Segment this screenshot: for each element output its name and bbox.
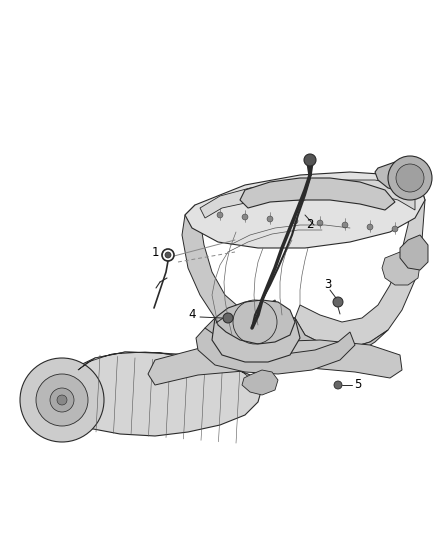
Circle shape	[292, 218, 298, 224]
Polygon shape	[205, 315, 388, 368]
Polygon shape	[148, 340, 402, 385]
Circle shape	[388, 156, 432, 200]
Circle shape	[392, 226, 398, 232]
Polygon shape	[375, 162, 428, 192]
Text: 1: 1	[151, 246, 159, 259]
Circle shape	[217, 212, 223, 218]
Circle shape	[267, 216, 273, 222]
Text: 4: 4	[188, 309, 196, 321]
Polygon shape	[382, 252, 420, 285]
Circle shape	[333, 297, 343, 307]
Text: 3: 3	[324, 279, 332, 292]
Polygon shape	[240, 178, 395, 210]
Circle shape	[36, 374, 88, 426]
Polygon shape	[200, 185, 305, 218]
Polygon shape	[215, 300, 295, 344]
Polygon shape	[50, 352, 262, 436]
Circle shape	[396, 164, 424, 192]
Circle shape	[57, 395, 67, 405]
Circle shape	[165, 252, 171, 258]
Polygon shape	[305, 180, 415, 210]
Circle shape	[50, 388, 74, 412]
Circle shape	[242, 214, 248, 220]
Circle shape	[342, 222, 348, 228]
Circle shape	[317, 220, 323, 226]
Polygon shape	[185, 172, 425, 248]
Polygon shape	[182, 205, 282, 338]
Polygon shape	[196, 328, 355, 374]
Polygon shape	[212, 318, 300, 362]
Polygon shape	[78, 352, 262, 388]
Circle shape	[334, 381, 342, 389]
Circle shape	[20, 358, 104, 442]
Polygon shape	[295, 185, 425, 348]
Text: 5: 5	[354, 378, 362, 392]
Polygon shape	[400, 235, 428, 270]
Circle shape	[223, 313, 233, 323]
Circle shape	[367, 224, 373, 230]
Text: 2: 2	[306, 219, 314, 231]
Polygon shape	[242, 370, 278, 395]
Circle shape	[304, 154, 316, 166]
